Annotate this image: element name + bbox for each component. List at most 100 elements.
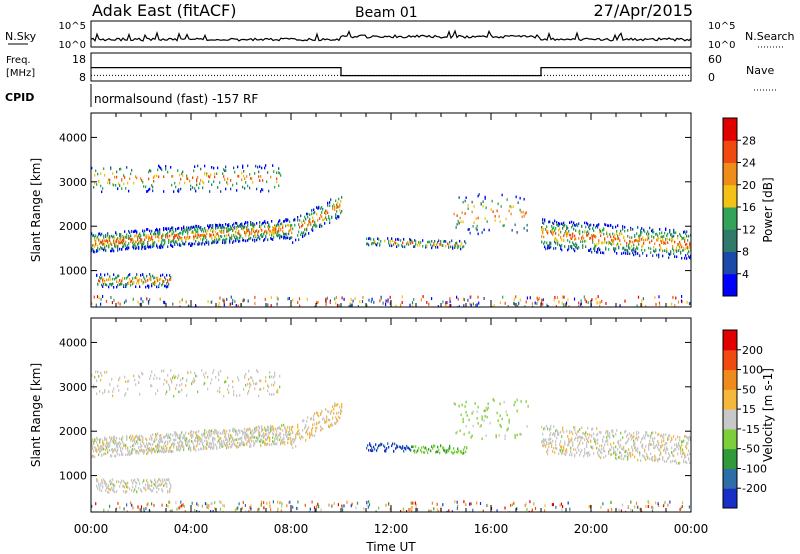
echo-cell	[103, 282, 105, 286]
echo-cell	[542, 221, 544, 224]
echo-cell	[228, 224, 230, 228]
echo-cell	[91, 247, 93, 250]
echo-cell	[346, 500, 348, 504]
echo-cell	[139, 285, 141, 288]
echo-cell	[379, 299, 381, 303]
echo-cell	[126, 166, 128, 169]
echo-cell	[514, 400, 516, 404]
echo-cell	[602, 440, 604, 443]
echo-cell	[150, 169, 152, 173]
echo-cell	[484, 195, 486, 199]
echo-cell	[440, 240, 442, 243]
echo-cell	[179, 384, 181, 387]
echo-cell	[200, 179, 202, 182]
echo-cell	[409, 303, 411, 307]
echo-cell	[186, 394, 188, 397]
echo-cell	[179, 444, 181, 448]
echo-cell	[628, 243, 630, 247]
echo-cell	[222, 172, 224, 175]
echo-cell	[148, 449, 150, 452]
echo-cell	[620, 438, 622, 442]
echo-cell	[125, 235, 127, 239]
echo-cell	[643, 455, 645, 458]
echo-cell	[284, 426, 286, 429]
echo-cell	[570, 446, 572, 450]
echo-cell	[454, 243, 456, 247]
echo-cell	[109, 239, 111, 242]
echo-cell	[323, 416, 325, 420]
echo-cell	[279, 219, 281, 222]
echo-cell	[121, 178, 123, 181]
echo-cell	[183, 229, 185, 233]
echo-cell	[651, 457, 653, 461]
echo-cell	[681, 295, 683, 298]
echo-cell	[587, 433, 589, 436]
echo-cell	[110, 488, 112, 492]
echo-cell	[402, 445, 404, 448]
echo-cell	[569, 233, 571, 237]
echo-cell	[162, 282, 164, 286]
echo-cell	[139, 376, 141, 379]
echo-cell	[100, 277, 102, 280]
echo-cell	[552, 503, 554, 507]
echo-cell	[244, 443, 246, 446]
echo-cell	[670, 250, 672, 253]
echo-cell	[184, 228, 186, 231]
echo-cell	[617, 242, 619, 246]
echo-cell	[238, 229, 240, 233]
echo-cell	[686, 230, 688, 234]
echo-cell	[97, 444, 99, 447]
echo-cell	[118, 241, 120, 244]
echo-cell	[549, 243, 551, 247]
echo-cell	[277, 222, 279, 226]
echo-cell	[120, 238, 122, 241]
echo-cell	[267, 238, 269, 242]
echo-cell	[254, 430, 256, 434]
echo-cell	[606, 429, 608, 433]
echo-cell	[522, 210, 524, 214]
echo-cell	[121, 282, 123, 286]
echo-cell	[677, 452, 679, 456]
echo-cell	[138, 374, 140, 378]
echo-cell	[265, 429, 267, 432]
echo-cell	[683, 246, 685, 250]
echo-cell	[257, 370, 259, 374]
echo-cell	[183, 242, 185, 246]
echo-cell	[131, 238, 133, 242]
echo-cell	[165, 235, 167, 239]
echo-cell	[99, 450, 101, 454]
echo-cell	[325, 302, 327, 306]
echo-cell	[264, 441, 266, 445]
echo-cell	[179, 305, 181, 307]
echo-cell	[670, 252, 672, 255]
echo-cell	[424, 447, 426, 450]
echo-cell	[558, 228, 560, 232]
echo-cell	[166, 380, 168, 383]
echo-cell	[189, 446, 191, 450]
echo-cell	[241, 227, 243, 230]
echo-cell	[140, 234, 142, 238]
echo-cell	[280, 436, 282, 439]
echo-cell	[664, 249, 666, 252]
echo-cell	[513, 301, 515, 305]
echo-cell	[475, 217, 477, 220]
echo-cell	[398, 244, 400, 247]
echo-cell	[202, 443, 204, 446]
echo-cell	[102, 285, 104, 288]
echo-cell	[237, 165, 239, 169]
echo-cell	[160, 435, 162, 439]
echo-cell	[244, 230, 246, 234]
echo-cell	[208, 437, 210, 440]
echo-cell	[191, 225, 193, 229]
echo-cell	[632, 228, 634, 231]
echo-cell	[411, 305, 414, 307]
echo-cell	[130, 280, 132, 284]
echo-cell	[165, 481, 167, 485]
echo-cell	[626, 449, 628, 453]
echo-cell	[553, 425, 555, 428]
echo-cell	[287, 433, 289, 437]
echo-cell	[181, 298, 183, 302]
echo-cell	[449, 300, 451, 304]
echo-cell	[584, 452, 586, 456]
echo-cell	[155, 281, 157, 284]
